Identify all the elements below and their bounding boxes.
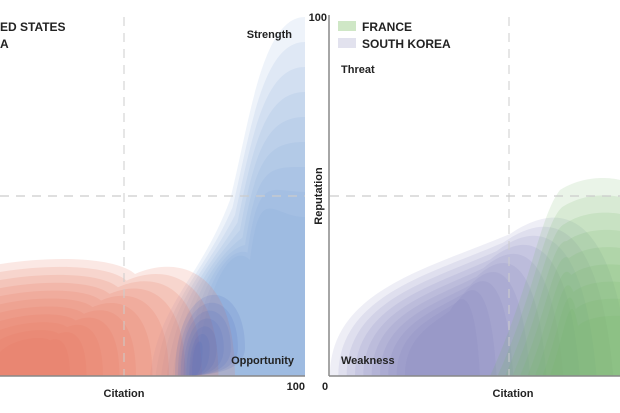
series-a-contour-8 <box>0 322 103 376</box>
series-a-contour-7 <box>0 314 120 376</box>
series-ed-states-contour-5 <box>178 142 305 376</box>
series-france-contour-4 <box>520 247 620 376</box>
series-france-contour-6 <box>535 281 620 376</box>
series-france-contour-1 <box>497 195 620 376</box>
series-south-korea-contour-2 <box>346 235 597 376</box>
legend-swatch-south-korea <box>338 38 356 48</box>
us-core-contour-4 <box>186 326 217 376</box>
legend-label-1-1: SOUTH KOREA <box>362 37 451 51</box>
series-a-contour-3 <box>0 282 186 376</box>
us-core-contour-3 <box>183 318 224 376</box>
left-x-axis-label: Citation <box>104 388 145 400</box>
series-south-korea-contour-7 <box>388 281 514 376</box>
series-south-korea-contour-1 <box>338 226 614 376</box>
legend-swatch-france <box>338 21 356 31</box>
series-ed-states-contour-1 <box>155 42 305 376</box>
right-x-axis-label: Citation <box>493 388 534 400</box>
series-france-contour-8 <box>550 309 620 376</box>
series-a-contour-2 <box>0 274 202 376</box>
series-france-contour-7 <box>542 297 620 376</box>
series-france-contour-5 <box>527 264 620 376</box>
series-ed-states-contour-3 <box>166 92 305 376</box>
right-x-tick-0: 0 <box>322 381 328 393</box>
legend-label-0-1: A <box>0 37 9 51</box>
quadrant-strength: Strength <box>247 29 293 41</box>
us-core-contour-1 <box>177 302 238 376</box>
series-south-korea-contour-9 <box>405 299 480 376</box>
series-france-contour-0 <box>490 178 620 376</box>
series-south-korea-contour-5 <box>371 262 547 376</box>
legend-label-0-0: ED STATES <box>0 20 66 34</box>
series-ed-states-contour-2 <box>161 67 305 376</box>
us-core-contour-6 <box>192 341 203 376</box>
series-ed-states-contour-0 <box>150 17 305 376</box>
series-ed-states-contour-4 <box>172 117 305 376</box>
density-layers <box>0 17 620 376</box>
right-y-axis-label: Reputation <box>313 167 325 225</box>
series-a-contour-5 <box>0 298 153 376</box>
quadrant-threat: Threat <box>341 64 375 76</box>
right-y-tick-100: 100 <box>309 12 327 24</box>
series-a-contour-1 <box>0 267 219 376</box>
left-x-tick-100: 100 <box>287 381 305 393</box>
series-south-korea-contour-0 <box>330 217 620 376</box>
series-south-korea-contour-8 <box>396 290 497 376</box>
quadrant-opportunity: Opportunity <box>231 355 295 367</box>
series-a-contour-0 <box>0 259 235 376</box>
series-south-korea-contour-4 <box>363 253 564 376</box>
series-france-contour-2 <box>505 212 620 376</box>
series-ed-states-contour-7 <box>189 189 305 376</box>
series-south-korea-contour-3 <box>355 244 580 376</box>
series-ed-states-contour-8 <box>195 208 305 376</box>
series-ed-states-contour-6 <box>183 166 305 376</box>
series-a-contour-9 <box>0 330 87 376</box>
series-a-contour-4 <box>0 290 169 376</box>
series-a-contour-6 <box>0 306 136 376</box>
series-france-contour-3 <box>512 229 620 376</box>
us-core-contour-5 <box>189 334 210 376</box>
legend-label-1-0: FRANCE <box>362 20 412 34</box>
series-south-korea-contour-6 <box>380 272 530 376</box>
us-core-contour-0 <box>175 294 245 376</box>
quadrant-weakness: Weakness <box>341 355 395 367</box>
series-a-contour-10 <box>0 338 70 376</box>
us-core-contour-2 <box>180 310 231 376</box>
